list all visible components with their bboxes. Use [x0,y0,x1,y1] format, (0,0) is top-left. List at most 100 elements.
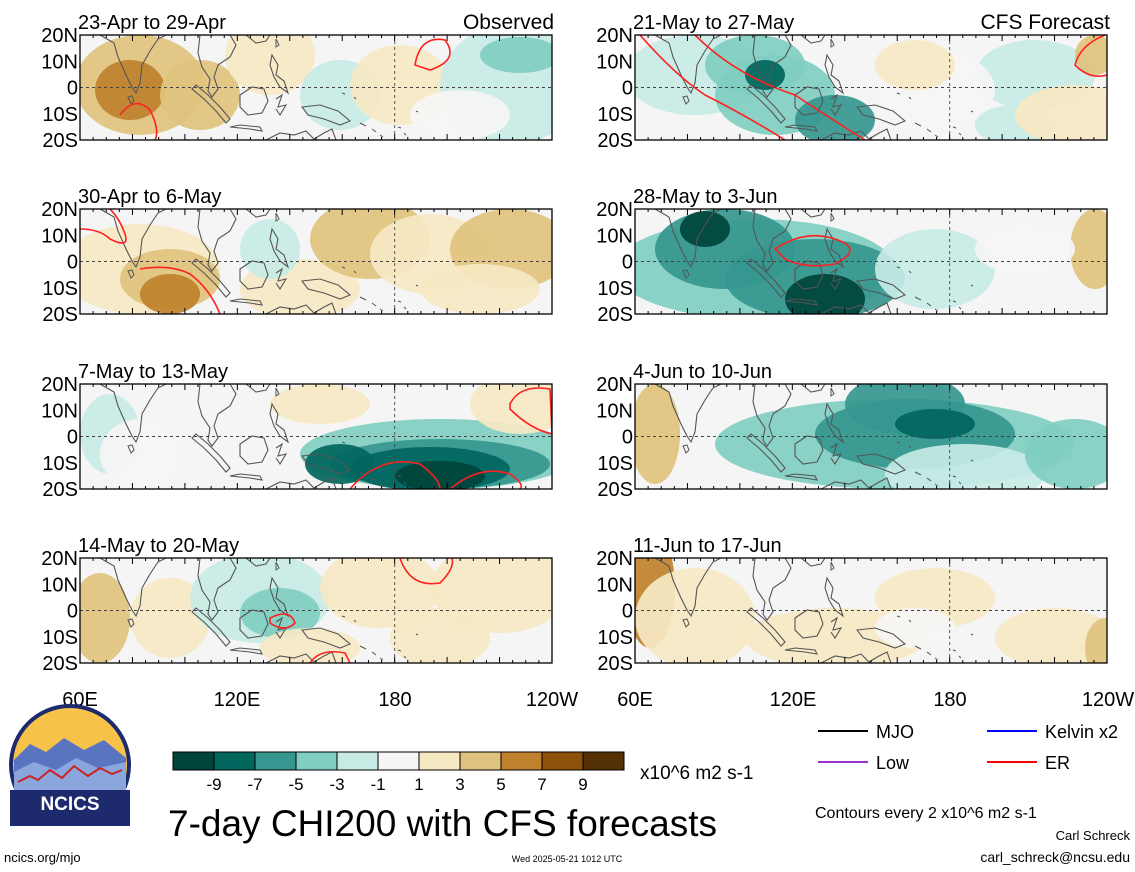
figure-title: 7-day CHI200 with CFS forecasts [168,803,717,844]
colorbar-unit: x10^6 m2 s-1 [640,763,753,784]
lat-label: 0 [67,78,78,100]
lat-label: 20S [42,653,78,675]
colorbar-tick-label: 3 [455,775,464,794]
logo-text: NCICS [40,794,99,815]
lon-label: 180 [933,689,966,711]
lat-label: 0 [67,427,78,449]
lon-label: 120E [770,689,817,711]
lat-label: 10S [597,453,633,475]
lat-label: 10S [597,104,633,126]
lat-label: 10S [597,278,633,300]
colorbar-swatch [336,751,379,771]
lat-label: 10N [41,400,78,422]
lat-label: 10N [596,574,633,596]
lat-label: 10S [597,627,633,649]
legend-label: Kelvin x2 [1045,722,1118,742]
panel-date-label: 28-May to 3-Jun [633,186,778,208]
colorbar-swatch [541,751,584,771]
colorbar-swatch [254,751,297,771]
colorbar-tick-label: 7 [537,775,546,794]
colorbar-tick-label: 9 [578,775,587,794]
forecast-column-label: CFS Forecast [980,11,1110,34]
contours-note: Contours every 2 x10^6 m2 s-1 [815,805,1037,822]
legend-item-kelvin-x2: Kelvin x2 [987,722,1118,742]
lat-label: 20N [41,199,78,221]
lat-label: 20S [42,130,78,152]
lat-label: 10N [41,225,78,247]
lon-axis-right: 60E 120E 180 120W [617,689,1134,711]
author-email: carl_schreck@ncsu.edu [980,849,1130,865]
colorbar-tick-label: -7 [247,775,262,794]
lat-label: 20S [597,304,633,326]
lat-label: 10S [42,104,78,126]
lat-label: 20N [596,25,633,47]
lon-label: 120W [1082,689,1134,711]
lat-label: 20S [597,479,633,501]
colorbar-tick-label: -5 [288,775,303,794]
legend-label: ER [1045,753,1070,773]
colorbar-tick-label: -9 [206,775,221,794]
lat-label: 10N [596,51,633,73]
colorbar-swatch [172,751,215,771]
legend-item-low: Low [818,753,910,773]
colorbar-swatch [377,751,420,771]
author: Carl Schreck [1056,828,1131,843]
lat-label: 10S [42,278,78,300]
panel-date-label: 7-May to 13-May [78,361,228,383]
panel-date-label: 23-Apr to 29-Apr [78,12,226,34]
colorbar-tick-label: 5 [496,775,505,794]
lat-label: 10N [41,574,78,596]
panel-date-label: 30-Apr to 6-May [78,186,221,208]
lat-label: 20N [596,374,633,396]
observed-column-label: Observed [463,11,554,34]
lat-label: 20N [41,374,78,396]
colorbar-tick-label: -3 [329,775,344,794]
lat-label: 0 [67,601,78,623]
ncics-logo: NCICS [9,704,131,826]
timestamp: Wed 2025-05-21 1012 UTC [512,854,623,864]
lat-label: 0 [622,78,633,100]
lat-label: 0 [622,252,633,274]
colorbar-swatch [500,751,543,771]
lat-label: 20S [42,479,78,501]
lon-label: 180 [378,689,411,711]
lat-label: 20N [41,548,78,570]
lat-label: 20S [42,304,78,326]
colorbar: -9 -7 -5 -3 -1 1 3 5 7 9 [172,751,625,794]
lat-label: 20S [597,653,633,675]
colorbar-swatch [213,751,256,771]
colorbar-swatch [418,751,461,771]
legend-item-mjo: MJO [818,722,914,742]
lat-label: 20N [596,548,633,570]
lat-label: 20S [597,130,633,152]
legend-item-er: ER [987,753,1070,773]
source-url[interactable]: ncics.org/mjo [4,850,81,865]
lon-label: 60E [617,689,653,711]
lat-label: 0 [622,601,633,623]
colorbar-tick-label: -1 [370,775,385,794]
panel-date-label: 4-Jun to 10-Jun [633,361,772,383]
colorbar-swatch [459,751,502,771]
lat-label: 20N [41,25,78,47]
lat-label: 0 [622,427,633,449]
lat-label: 10N [596,400,633,422]
legend: MJO Kelvin x2 Low ER [818,722,1118,773]
legend-label: Low [876,753,910,773]
lon-label: 120W [526,689,578,711]
lat-label: 10S [42,453,78,475]
colorbar-swatch [582,751,625,771]
lon-label: 120E [214,689,261,711]
panel-date-label: 11-Jun to 17-Jun [633,535,782,557]
lat-label: 10S [42,627,78,649]
colorbar-tick-label: 1 [414,775,423,794]
lat-label: 10N [596,225,633,247]
panel-date-label: 14-May to 20-May [78,535,239,557]
